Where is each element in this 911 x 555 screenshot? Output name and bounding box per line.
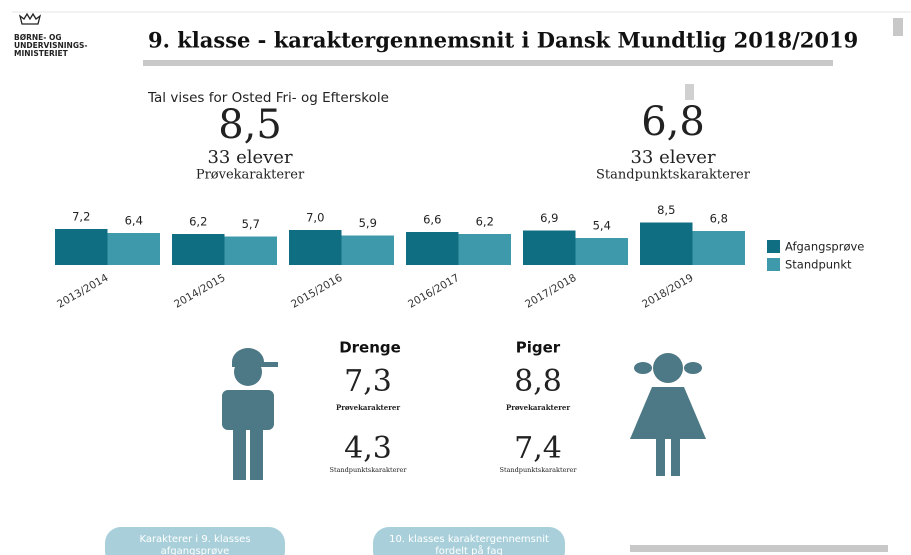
gender-standpoint-label: Standpunktskarakterer (330, 466, 408, 474)
gender-exam: 7,3 (344, 364, 392, 399)
school: Tal vises for Osted Fri- og Efterskole (147, 90, 389, 106)
gender-standpoint: 4,3 (344, 431, 392, 466)
gender-name: Piger (516, 339, 561, 357)
logo: BØRNE- OG UNDERVISNINGS- MINISTERIET (14, 12, 88, 58)
gender-standpoint-label: Standpunktskarakterer (500, 466, 578, 474)
button-text[interactable]: fordelt på fag (435, 544, 503, 555)
gender-name: Drenge (339, 339, 401, 357)
head (653, 353, 683, 383)
value-label: 6,9 (540, 211, 558, 225)
value-label: 6,6 (423, 213, 441, 227)
bar (523, 230, 576, 265)
summary-value: 6,8 (641, 99, 705, 145)
torso (222, 390, 274, 430)
legend-swatch (767, 240, 780, 253)
value-label: 5,9 (359, 216, 377, 230)
button[interactable]: 10. klasses karaktergennemsnit fordelt p… (373, 527, 565, 555)
value-label: 5,4 (593, 219, 611, 233)
value-label: 6,2 (476, 215, 494, 229)
logo-text: UNDERVISNINGS- (14, 41, 88, 50)
boy-icon (222, 348, 278, 480)
summary-label: Standpunktskarakterer (596, 168, 751, 183)
value-label: 6,2 (189, 215, 207, 229)
bar (640, 222, 693, 265)
leg (671, 438, 680, 476)
button-text[interactable]: afgangsprøve (161, 546, 230, 555)
crown-icon (18, 12, 42, 25)
bar (406, 232, 459, 265)
button-text[interactable]: Karakterer i 9. klasses (139, 534, 250, 545)
gender-boys: Drenge 7,3 Prøvekarakterer 4,3 Standpunk… (330, 339, 408, 475)
value-label: 5,7 (242, 217, 260, 231)
value-label: 7,0 (306, 211, 324, 225)
button-bg[interactable] (105, 527, 285, 555)
logo-text: MINISTERIET (14, 49, 69, 58)
gender-girls: Piger 8,8 Prøvekarakterer 7,4 Standpunkt… (500, 339, 578, 475)
button-bg[interactable] (373, 527, 565, 555)
deco (685, 84, 694, 100)
legend-label: Standpunkt (785, 258, 852, 272)
head (234, 358, 262, 386)
summary-students: 33 elever (630, 147, 716, 168)
gender-exam-label: Prøvekarakterer (336, 403, 400, 412)
bar (224, 236, 277, 265)
girl-icon (630, 353, 706, 476)
gender-exam: 8,8 (514, 364, 562, 399)
deco (630, 545, 888, 552)
bar (55, 229, 108, 265)
gender-exam-label: Prøvekarakterer (506, 403, 570, 412)
summary-label: Prøvekarakterer (196, 168, 305, 183)
leg (250, 428, 263, 480)
button[interactable]: Karakterer i 9. klasses afgangsprøve (105, 527, 285, 555)
bar (107, 233, 160, 265)
button-text[interactable]: 10. klasses karaktergennemsnit (389, 534, 549, 545)
leg (656, 438, 665, 476)
legend-swatch (767, 258, 780, 271)
value-label: 7,2 (72, 210, 90, 224)
dress (630, 387, 706, 439)
pigtail (634, 362, 652, 374)
gender-standpoint: 7,4 (514, 431, 562, 466)
leg (233, 428, 246, 480)
bar (341, 235, 394, 265)
title-underline (143, 60, 833, 66)
deco (893, 18, 903, 36)
bar (575, 238, 628, 265)
pigtail (684, 362, 702, 374)
value-label: 8,5 (657, 203, 675, 217)
bar (172, 234, 225, 265)
title: 9. klasse - karaktergennemsnit i Dansk M… (148, 28, 858, 53)
logo-text: BØRNE- OG (14, 33, 62, 42)
legend-label: Afgangsprøve (785, 240, 864, 254)
bar (692, 231, 745, 265)
summary-students: 33 elever (207, 147, 293, 168)
bar (289, 230, 342, 265)
summary-value: 8,5 (218, 102, 282, 148)
value-label: 6,8 (710, 212, 728, 226)
value-label: 6,4 (125, 214, 143, 228)
bar (458, 234, 511, 265)
